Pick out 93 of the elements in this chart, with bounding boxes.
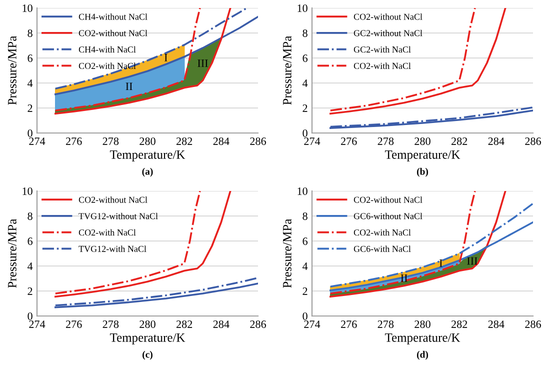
legend-label: CO2-with NaCl (78, 229, 136, 236)
line-series (330, 221, 533, 292)
x-tick-label: 278 (102, 320, 119, 328)
y-axis-title: Pressure/MPa (8, 218, 16, 288)
x-tick-label: 278 (102, 137, 119, 145)
legend-label: TVG12-with NaCl (78, 246, 146, 252)
x-tick-label: 280 (140, 137, 156, 145)
x-tick-label: 276 (340, 138, 357, 145)
y-tick-label: 6 (28, 54, 32, 62)
x-tick-label: 284 (488, 137, 504, 145)
legend-label: GC6-without NaCl (354, 212, 422, 220)
text: (a) (142, 168, 153, 177)
y-tick-label: 2 (302, 287, 308, 295)
line-series (54, 191, 232, 298)
x-tick-label: 286 (525, 320, 541, 328)
y-tick-label: 0 (302, 312, 308, 320)
x-axis-title: Temperature/K (384, 150, 460, 162)
y-tick-label: 0 (302, 129, 308, 137)
legend-label: CO2-without NaCl (78, 196, 148, 203)
y-tick-label: 6 (302, 54, 308, 62)
x-tick-label: 276 (66, 320, 82, 328)
legend-label: CH4-without NaCl (78, 13, 148, 20)
x-tick-label: 274 (304, 138, 320, 145)
text: (b) (416, 168, 428, 177)
y-tick-label: 8 (302, 29, 308, 37)
legend-label: CH4-with NaCl (78, 46, 136, 53)
annotation: III (198, 60, 208, 67)
x-axis-title: Temperature/K (110, 333, 186, 344)
legend-label: CO2-without NaCl (78, 30, 148, 36)
x-tick-label: 284 (213, 320, 230, 328)
line-series (330, 202, 533, 288)
y-tick-label: 10 (298, 4, 308, 12)
x-tick-label: 280 (414, 137, 430, 145)
annotation: II (400, 274, 408, 282)
x-tick-label: 286 (250, 320, 266, 328)
y-tick-label: 4 (302, 80, 308, 87)
annotation: III (467, 257, 478, 265)
x-tick-label: 276 (340, 320, 357, 328)
x-tick-label: 274 (29, 320, 46, 328)
line-series (330, 8, 506, 115)
line-series (54, 8, 248, 90)
text: (c) (142, 350, 152, 360)
x-tick-label: 286 (525, 137, 541, 145)
y-tick-label: 0 (28, 129, 32, 137)
y-tick-label: 0 (28, 312, 32, 320)
y-tick-label: 10 (22, 4, 32, 12)
x-tick-label: 280 (140, 320, 156, 328)
line-series (54, 16, 258, 96)
y-tick-label: 2 (302, 104, 308, 112)
y-tick-label: 8 (28, 29, 32, 37)
x-tick-label: 274 (29, 138, 46, 145)
text: (d) (416, 350, 428, 360)
annotation: I (164, 54, 168, 62)
line-series (54, 8, 232, 115)
x-tick-label: 282 (451, 137, 468, 145)
legend-label: CO2-without NaCl (354, 196, 422, 203)
x-tick-label: 282 (176, 137, 192, 145)
x-tick-label: 284 (213, 137, 230, 145)
line-series (330, 191, 506, 298)
y-axis-title: Pressure/MPa (8, 36, 16, 105)
x-axis-title: Temperature/K (384, 333, 460, 344)
y-tick-label: 8 (302, 212, 308, 220)
y-axis-title: Pressure/MPa (283, 36, 292, 105)
y-tick-label: 4 (27, 80, 33, 87)
x-tick-label: 282 (176, 320, 192, 328)
y-tick-label: 6 (302, 237, 308, 245)
y-axis-title: Pressure/MPa (283, 218, 292, 288)
x-tick-label: 284 (488, 320, 504, 328)
y-tick-label: 2 (28, 104, 32, 112)
x-tick-label: 274 (304, 320, 320, 328)
x-tick-label: 282 (451, 320, 468, 328)
legend-label: GC2-without NaCl (354, 30, 422, 36)
x-tick-label: 276 (66, 138, 82, 145)
y-tick-label: 6 (28, 237, 32, 245)
legend-label: GC2-with NaCl (354, 46, 411, 53)
legend-label: CO2-with NaCl (354, 62, 411, 69)
x-axis-title: Temperature/K (110, 150, 186, 162)
y-tick-label: 8 (28, 212, 32, 220)
x-tick-label: 278 (378, 320, 394, 328)
y-tick-label: 10 (298, 187, 308, 195)
x-tick-label: 286 (250, 137, 266, 145)
legend-label: CO2-with NaCl (354, 229, 411, 236)
y-tick-label: 2 (28, 287, 32, 295)
x-tick-label: 278 (378, 137, 394, 145)
x-tick-label: 280 (414, 320, 430, 328)
y-tick-label: 4 (302, 262, 308, 270)
legend-label: GC6-with NaCl (354, 246, 411, 252)
legend-label: CO2-without NaCl (354, 13, 422, 20)
y-tick-label: 4 (27, 262, 33, 270)
annotation: I (439, 260, 442, 267)
annotation: II (126, 82, 132, 90)
y-tick-label: 10 (22, 187, 32, 195)
legend-label: TVG12-without NaCl (78, 212, 158, 220)
